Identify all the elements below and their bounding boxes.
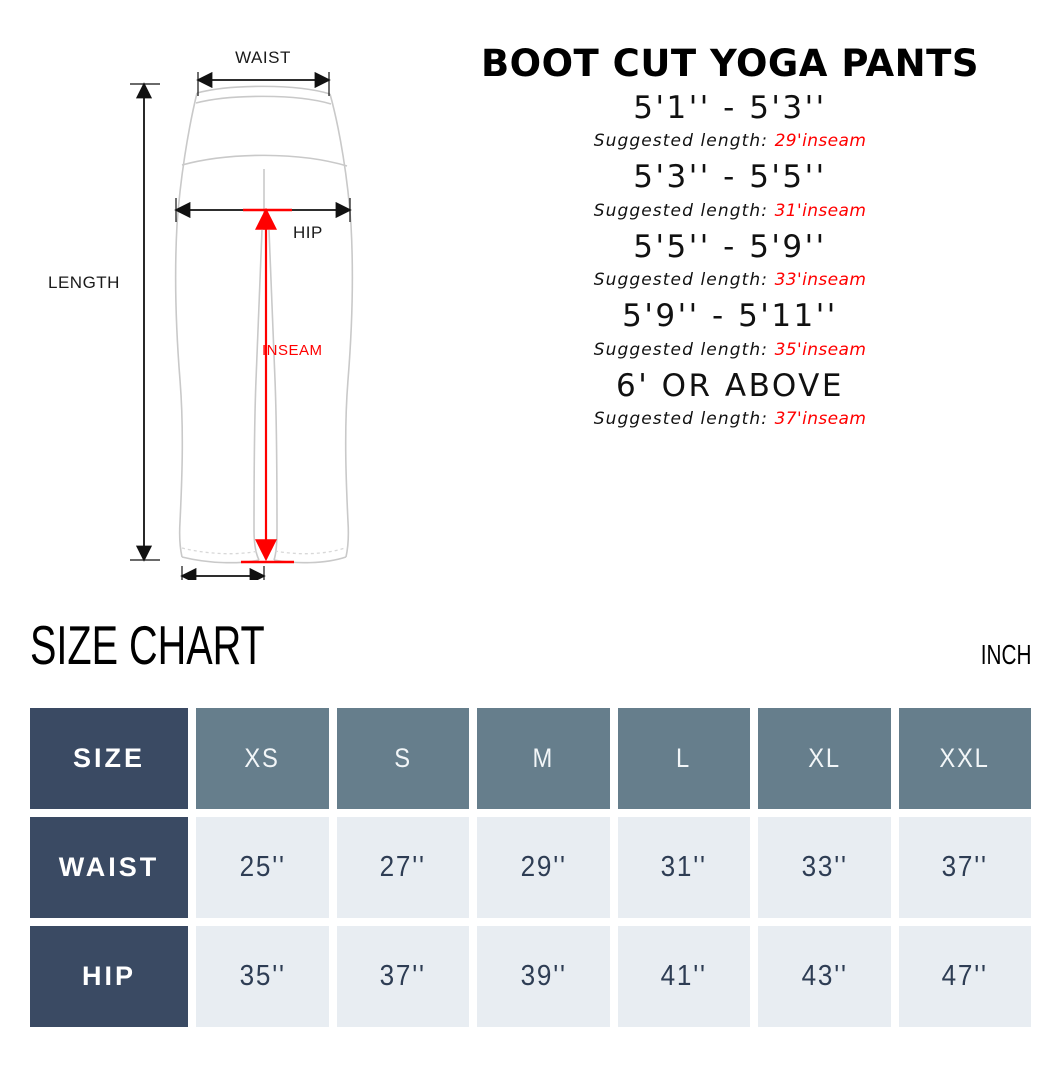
size-header-xxl-text: XXL <box>939 743 990 773</box>
chart-title: SIZE CHART <box>30 614 265 676</box>
waist-value-xs-text: 25'' <box>239 851 286 883</box>
pants-illustration: WAIST HIP LENGTH INSEAM <box>48 48 354 580</box>
suggested-length-0: Suggested length: 29'inseam <box>430 130 1030 153</box>
suggested-length-1: Suggested length: 31'inseam <box>430 200 1030 223</box>
length-label: LENGTH <box>48 273 120 292</box>
inseam-value-0: 29'inseam <box>774 131 867 152</box>
spec-panel: BOOT CUT YOGA PANTS 5'1'' - 5'3'' Sugges… <box>430 44 1030 431</box>
waist-label: WAIST <box>235 48 291 67</box>
hem-stitching <box>181 547 346 555</box>
table-row-hip: HIP 35'' 37'' 39'' 41'' 43'' 47'' <box>30 926 1031 1027</box>
table-row-waist: WAIST 25'' 27'' 29'' 31'' 33'' 37'' <box>30 817 1031 918</box>
size-header-l[interactable]: L <box>617 708 750 809</box>
waist-value-m-text: 29'' <box>520 851 567 883</box>
hip-value-s-text: 37'' <box>379 960 426 992</box>
waist-value-l: 31'' <box>617 817 750 918</box>
inseam-label: INSEAM <box>262 342 323 359</box>
hip-value-m-text: 39'' <box>520 960 567 992</box>
row-label-size: SIZE <box>30 708 188 809</box>
chart-unit-label: INCH <box>980 639 1031 670</box>
height-range-1: 5'3'' - 5'5'' <box>633 159 827 196</box>
size-header-xs[interactable]: XS <box>196 708 329 809</box>
suggested-prefix-1: Suggested length: <box>593 200 775 221</box>
waist-value-l-text: 31'' <box>660 851 707 883</box>
height-range-4: 6' OR ABOVE <box>616 367 844 404</box>
top-section: WAIST HIP LENGTH INSEAM BOOT CUT YOGA PA… <box>30 30 1030 580</box>
length-dimension <box>130 82 160 562</box>
waist-value-xxl: 37'' <box>898 817 1031 918</box>
hip-value-xl: 43'' <box>758 926 891 1027</box>
waist-value-s-text: 27'' <box>379 851 426 883</box>
size-header-m[interactable]: M <box>477 708 610 809</box>
waist-value-s: 27'' <box>336 817 469 918</box>
waist-value-xxl-text: 37'' <box>941 851 988 883</box>
product-title: BOOT CUT YOGA PANTS <box>480 42 980 85</box>
size-header-m-text: M <box>532 743 555 773</box>
pants-outline <box>174 85 354 564</box>
row-label-waist-text: WAIST <box>58 852 160 882</box>
size-header-s[interactable]: S <box>336 708 469 809</box>
inseam-value-4: 37'inseam <box>774 409 867 430</box>
hip-value-xs: 35'' <box>196 926 329 1027</box>
hip-value-l-text: 41'' <box>660 960 707 992</box>
inseam-value-2: 33'inseam <box>774 270 867 291</box>
inseam-value-1: 31'inseam <box>774 200 867 221</box>
inseam-value-3: 35'inseam <box>774 339 867 360</box>
row-label-hip-text: HIP <box>81 961 136 991</box>
row-label-hip: HIP <box>30 926 188 1027</box>
size-table: SIZE XS S M L XL XXL WAIST 25'' 27'' 29'… <box>30 708 1031 1027</box>
size-header-s-text: S <box>393 743 412 773</box>
suggested-prefix-2: Suggested length: <box>593 270 775 291</box>
table-row-size: SIZE XS S M L XL XXL <box>30 708 1031 809</box>
hip-value-xxl-text: 47'' <box>941 960 988 992</box>
waist-value-xs: 25'' <box>196 817 329 918</box>
suggested-prefix-3: Suggested length: <box>593 339 775 360</box>
hip-value-s: 37'' <box>336 926 469 1027</box>
chart-header: SIZE CHART INCH <box>30 618 1031 673</box>
hem-width-dimension <box>180 566 266 580</box>
waist-value-xl-text: 33'' <box>801 851 848 883</box>
suggested-length-4: Suggested length: 37'inseam <box>430 408 1030 431</box>
waist-value-m: 29'' <box>477 817 610 918</box>
waist-value-xl: 33'' <box>758 817 891 918</box>
height-range-0: 5'1'' - 5'3'' <box>633 89 827 126</box>
waist-dimension <box>196 71 331 96</box>
size-header-xl[interactable]: XL <box>758 708 891 809</box>
hip-value-xl-text: 43'' <box>801 960 848 992</box>
size-header-l-text: L <box>676 743 692 773</box>
pants-diagram: WAIST HIP LENGTH INSEAM <box>30 30 430 580</box>
size-chart-section: SIZE CHART INCH SIZE XS S M L XL XXL WAI… <box>0 600 1061 1074</box>
size-header-xl-text: XL <box>807 743 841 773</box>
size-header-xxl[interactable]: XXL <box>898 708 1031 809</box>
suggested-length-2: Suggested length: 33'inseam <box>430 269 1030 292</box>
hip-label: HIP <box>293 223 323 242</box>
suggested-prefix-4: Suggested length: <box>593 409 775 430</box>
hip-value-l: 41'' <box>617 926 750 1027</box>
height-range-2: 5'5'' - 5'9'' <box>633 228 827 265</box>
suggested-prefix-0: Suggested length: <box>593 131 775 152</box>
hip-value-xs-text: 35'' <box>239 960 286 992</box>
row-label-size-text: SIZE <box>72 743 145 773</box>
height-range-3: 5'9'' - 5'11'' <box>622 298 838 335</box>
suggested-length-3: Suggested length: 35'inseam <box>430 339 1030 362</box>
row-label-waist: WAIST <box>30 817 188 918</box>
hip-value-xxl: 47'' <box>898 926 1031 1027</box>
hip-value-m: 39'' <box>477 926 610 1027</box>
inseam-dimension <box>241 207 294 564</box>
size-header-xs-text: XS <box>244 743 280 773</box>
